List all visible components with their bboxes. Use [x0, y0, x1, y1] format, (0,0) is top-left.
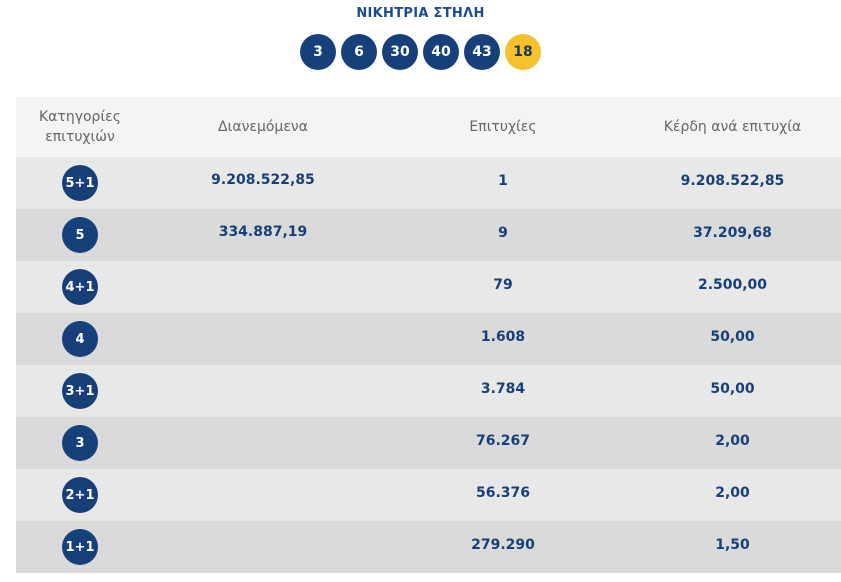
- header-winners: Επιτυχίες: [469, 119, 537, 135]
- distributed-value: 9.208.522,85: [211, 172, 315, 188]
- number-ball: 3: [300, 34, 336, 70]
- category-badge: 3+1: [62, 373, 98, 409]
- category-badge: 5+1: [62, 165, 98, 201]
- number-ball: 40: [423, 34, 459, 70]
- header-prize: Κέρδη ανά επιτυχία: [663, 119, 802, 135]
- table-row: 4+1 79 2.500,00: [16, 261, 841, 313]
- table-row: 5 334.887,19 9 37.209,68: [16, 209, 841, 261]
- winning-numbers: 3 6 30 40 43 18: [0, 34, 841, 70]
- number-ball: 43: [464, 34, 500, 70]
- category-badge: 2+1: [62, 477, 98, 513]
- prize-table: Κατηγορίες επιτυχιών Διανεμόμενα Επιτυχί…: [16, 97, 841, 573]
- winners-value: 9: [498, 225, 508, 241]
- prize-value: 37.209,68: [693, 225, 772, 241]
- prize-value: 9.208.522,85: [680, 173, 785, 189]
- winners-value: 279.290: [471, 537, 535, 553]
- prize-value: 50,00: [710, 381, 755, 397]
- table-header: Κατηγορίες επιτυχιών Διανεμόμενα Επιτυχί…: [16, 97, 841, 157]
- category-badge: 1+1: [62, 529, 98, 565]
- number-ball: 6: [341, 34, 377, 70]
- header-category: Κατηγορίες επιτυχιών: [39, 109, 121, 145]
- prize-value: 2.500,00: [697, 277, 768, 293]
- winning-column-title: ΝΙΚΗΤΡΙΑ ΣΤΗΛΗ: [356, 6, 485, 21]
- table-row: 2+1 56.376 2,00: [16, 469, 841, 521]
- header-distributed: Διανεμόμενα: [218, 119, 308, 135]
- prize-value: 2,00: [715, 433, 750, 449]
- table-row: 5+1 9.208.522,85 1 9.208.522,85: [16, 157, 841, 209]
- table-row: 3+1 3.784 50,00: [16, 365, 841, 417]
- prize-value: 2,00: [715, 485, 750, 501]
- distributed-value: 334.887,19: [218, 224, 308, 240]
- prize-value: 1,50: [715, 537, 750, 553]
- category-badge: 3: [62, 425, 98, 461]
- prize-value: 50,00: [710, 329, 755, 345]
- category-badge: 4+1: [62, 269, 98, 305]
- category-badge: 5: [62, 217, 98, 253]
- table-row: 4 1.608 50,00: [16, 313, 841, 365]
- winners-value: 56.376: [475, 485, 531, 501]
- bonus-ball: 18: [505, 34, 541, 70]
- table-row: 1+1 279.290 1,50: [16, 521, 841, 573]
- winners-value: 79: [493, 277, 513, 293]
- table-row: 3 76.267 2,00: [16, 417, 841, 469]
- winners-value: 76.267: [475, 433, 531, 449]
- winners-value: 1: [498, 173, 508, 189]
- winners-value: 3.784: [480, 381, 526, 397]
- number-ball: 30: [382, 34, 418, 70]
- category-badge: 4: [62, 321, 98, 357]
- winners-value: 1.608: [480, 329, 526, 345]
